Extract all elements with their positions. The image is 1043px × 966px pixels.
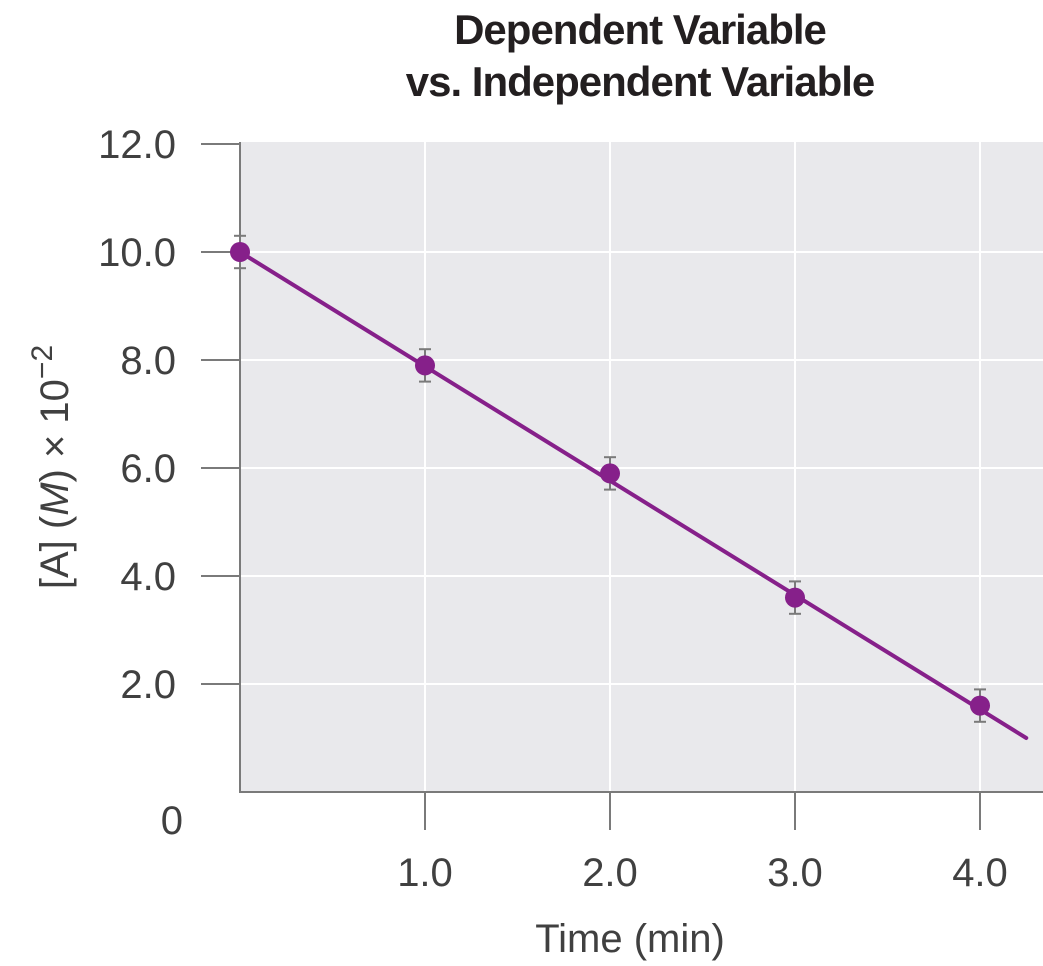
- x-tick-label: 2.0: [582, 851, 638, 895]
- chart-title-line1: Dependent Variable: [454, 6, 827, 53]
- y-tick-label: 4.0: [120, 555, 176, 599]
- chart-title-line2: vs. Independent Variable: [405, 58, 876, 105]
- y-tick-label: 8.0: [120, 339, 176, 383]
- y-axis-title-italic: M: [33, 482, 77, 516]
- y-tick-label-zero: 0: [161, 799, 183, 843]
- x-tick-label: 4.0: [952, 851, 1008, 895]
- x-tick-label: 3.0: [767, 851, 823, 895]
- y-axis-title-rest: ) × 10: [33, 379, 77, 482]
- data-point: [970, 695, 990, 716]
- data-point: [600, 463, 620, 484]
- y-axis-title: [A] (M) × 10−2: [26, 345, 77, 589]
- y-tick-label: 6.0: [120, 447, 176, 491]
- data-point: [415, 355, 435, 376]
- data-point: [230, 242, 250, 262]
- x-axis-title: Time (min): [535, 917, 725, 961]
- data-point: [785, 587, 805, 608]
- x-tick-label: 1.0: [397, 851, 453, 895]
- y-tick-label: 2.0: [120, 663, 176, 707]
- y-tick-label: 12.0: [98, 123, 176, 167]
- y-tick-label: 10.0: [98, 231, 176, 275]
- y-axis-title-exp: −2: [26, 345, 59, 379]
- series-line: [238, 250, 1029, 740]
- y-axis-title-main: [A] (: [33, 515, 77, 589]
